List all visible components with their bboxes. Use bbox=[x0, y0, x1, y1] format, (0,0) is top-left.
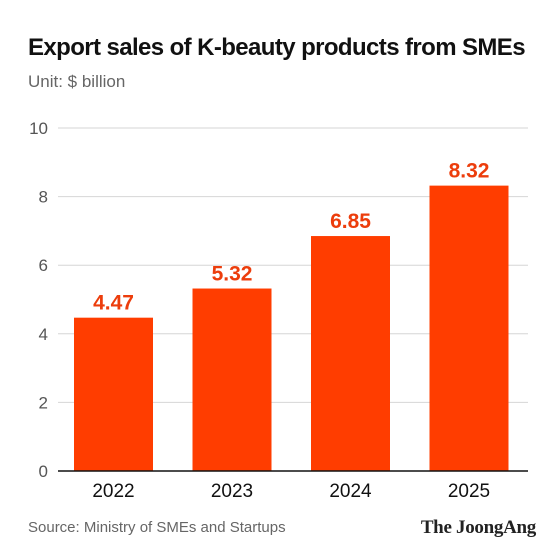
chart-title: Export sales of K-beauty products from S… bbox=[28, 34, 526, 61]
y-tick-label: 2 bbox=[39, 393, 48, 412]
x-tick-label: 2023 bbox=[211, 481, 253, 502]
y-tick-label: 0 bbox=[39, 462, 48, 481]
bar-value-label: 5.32 bbox=[212, 263, 253, 286]
bars bbox=[74, 185, 509, 471]
bar bbox=[192, 288, 272, 471]
y-tick-label: 8 bbox=[39, 188, 48, 207]
bar-value-label: 4.47 bbox=[93, 292, 134, 315]
publisher-logo: The JoongAng bbox=[420, 517, 536, 538]
chart-unit-label: Unit: $ billion bbox=[28, 72, 126, 91]
x-tick-label: 2025 bbox=[448, 481, 490, 502]
y-tick-label: 6 bbox=[39, 256, 48, 275]
source-note: Source: Ministry of SMEs and Startups bbox=[28, 519, 286, 536]
value-labels: 4.47 5.32 6.85 8.32 bbox=[93, 160, 489, 315]
y-tick-label: 4 bbox=[39, 325, 48, 344]
bar-value-label: 6.85 bbox=[330, 210, 371, 233]
y-axis-ticks: 0 2 4 6 8 10 bbox=[29, 119, 48, 481]
bar bbox=[311, 236, 390, 471]
bar bbox=[74, 317, 153, 471]
bar bbox=[429, 185, 509, 471]
x-tick-label: 2024 bbox=[329, 481, 372, 502]
bar-value-label: 8.32 bbox=[449, 160, 490, 183]
y-tick-label: 10 bbox=[29, 119, 48, 138]
x-axis-ticks: 2022 2023 2024 2025 bbox=[92, 481, 490, 502]
x-tick-label: 2022 bbox=[92, 481, 134, 502]
